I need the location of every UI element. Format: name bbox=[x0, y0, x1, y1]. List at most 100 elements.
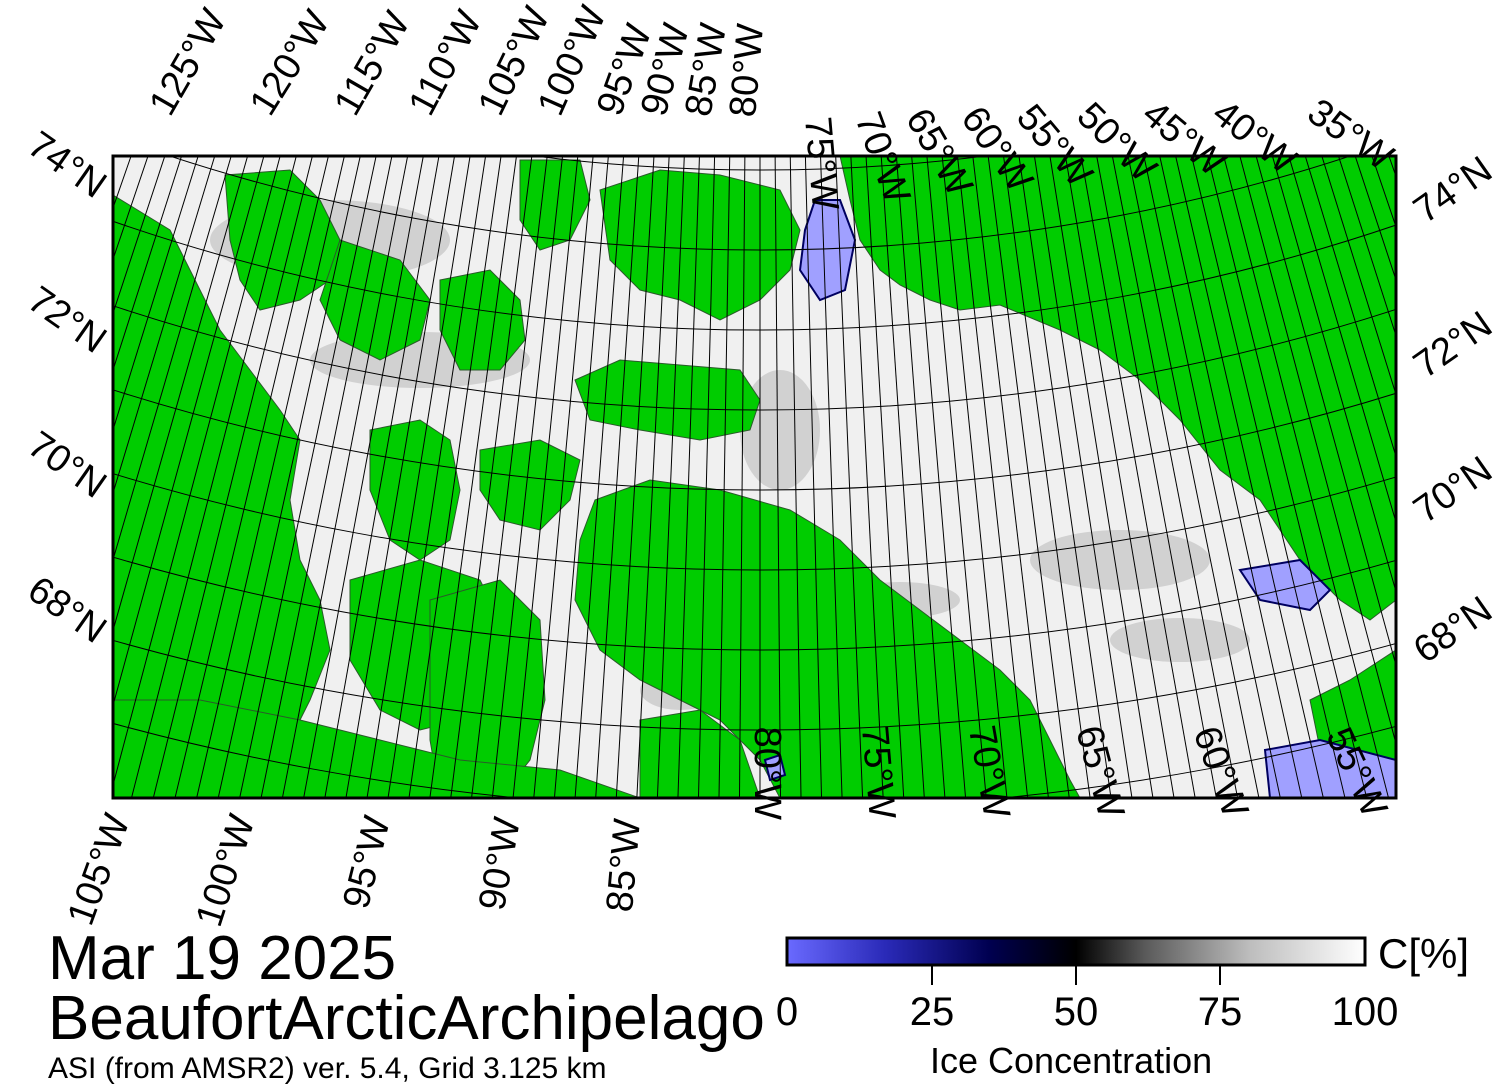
meridian-line bbox=[1064, 156, 1175, 798]
colorbar-tick-label: 50 bbox=[1053, 990, 1099, 1034]
meridian-line bbox=[0, 0, 30, 698]
colorbar-tick-label: 0 bbox=[775, 990, 799, 1034]
meridian-line bbox=[865, 156, 905, 798]
axis-tick-label: 100°W bbox=[188, 810, 263, 932]
colorbar-ticks bbox=[931, 965, 1221, 985]
axis-tick-label: 75°W bbox=[796, 115, 846, 212]
meridian-line bbox=[1003, 156, 1091, 798]
meridian-line bbox=[303, 156, 424, 798]
colorbar bbox=[785, 936, 1367, 967]
left-latitude-labels: 74°N 72°N 70°N 68°N bbox=[20, 124, 114, 652]
meridian-line bbox=[113, 156, 232, 562]
meridian-line bbox=[113, 156, 281, 787]
axis-tick-label: 85°W bbox=[599, 817, 649, 914]
boothia bbox=[479, 439, 581, 531]
colorbar-tick-label: 25 bbox=[909, 990, 955, 1034]
axis-tick-label: 80°W bbox=[722, 22, 772, 119]
meridian-line bbox=[1271, 156, 1396, 594]
prince-of-wales bbox=[439, 269, 526, 371]
meridian-line bbox=[789, 156, 802, 798]
meridian-line bbox=[1304, 156, 1396, 459]
meridian-line bbox=[880, 156, 925, 798]
meridian-line bbox=[1127, 156, 1260, 798]
meridian-line bbox=[987, 156, 1070, 798]
meridian-line bbox=[0, 0, 17, 688]
axis-tick-label: 105°W bbox=[60, 809, 139, 931]
axis-tick-label: 125°W bbox=[141, 2, 235, 122]
axis-tick-label: 74°N bbox=[1406, 149, 1500, 232]
axis-tick-label: 90°W bbox=[471, 814, 529, 913]
meridian-line bbox=[1096, 156, 1217, 798]
meridian-line bbox=[774, 156, 782, 798]
meridian-line bbox=[738, 156, 746, 798]
meridian-line bbox=[533, 156, 594, 798]
meridian-line bbox=[408, 156, 502, 798]
meridian-line bbox=[553, 156, 609, 798]
meridian-line bbox=[152, 156, 313, 798]
meridian-line bbox=[1175, 156, 1324, 798]
meridian-line bbox=[697, 156, 716, 798]
colorbar-tick-label: 100 bbox=[1331, 990, 1399, 1034]
meridian-line bbox=[926, 156, 987, 798]
meridian-line bbox=[941, 156, 1008, 798]
meridian-line bbox=[366, 156, 471, 798]
map-region: BeaufortArcticArchipelago bbox=[48, 984, 765, 1053]
axis-tick-label: 75°W bbox=[853, 724, 903, 821]
axis-tick-label: 74°N bbox=[20, 124, 114, 207]
meridian-line bbox=[718, 156, 731, 798]
axis-tick-label: 68°N bbox=[1406, 589, 1500, 672]
meridian-line bbox=[512, 156, 579, 798]
meridian-line bbox=[113, 156, 216, 495]
axis-tick-label: 95°W bbox=[335, 812, 398, 913]
meridian-line bbox=[1018, 156, 1112, 798]
meridian-line bbox=[1207, 156, 1368, 798]
meridian-line bbox=[956, 156, 1029, 798]
meridian-line bbox=[345, 156, 456, 798]
axis-tick-label: 80°W bbox=[746, 727, 788, 820]
meridian-line bbox=[615, 156, 655, 798]
meridian-line bbox=[1049, 156, 1154, 798]
meridian-line bbox=[174, 156, 329, 798]
meridian-line bbox=[1288, 156, 1396, 524]
meridian-line bbox=[260, 156, 393, 798]
meridian-line bbox=[1080, 156, 1196, 798]
colorbar-title: Ice Concentration bbox=[930, 1040, 1213, 1081]
meridian-line bbox=[1255, 156, 1396, 668]
meridian-line bbox=[281, 156, 409, 798]
meridian-line bbox=[196, 156, 345, 798]
data-source: ASI (from AMSR2) ver. 5.4, Grid 3.125 km bbox=[48, 1052, 607, 1085]
meridian-line bbox=[324, 156, 440, 798]
meridian-line bbox=[239, 156, 377, 798]
map-date: Mar 19 2025 bbox=[48, 924, 397, 993]
meridian-line bbox=[491, 156, 564, 798]
meridian-line bbox=[0, 0, 121, 759]
meridian-line bbox=[1490, 0, 1512, 698]
meridian-line bbox=[911, 156, 967, 798]
meridian-line bbox=[0, 0, 4, 679]
meridian-line bbox=[429, 156, 517, 798]
land bbox=[113, 156, 1396, 798]
meridian-line bbox=[113, 156, 265, 708]
meridian-line bbox=[1191, 156, 1346, 798]
meridian-line bbox=[113, 156, 249, 633]
meridian-line bbox=[895, 156, 946, 798]
axis-tick-label: 70°N bbox=[1406, 449, 1500, 532]
axis-tick-label: 72°N bbox=[1406, 304, 1500, 387]
meridian-line bbox=[387, 156, 487, 798]
map-frame bbox=[111, 154, 1398, 800]
meridian-line bbox=[113, 156, 199, 432]
greenland bbox=[839, 156, 1396, 621]
ellesmere-south bbox=[599, 169, 801, 321]
meridian-line bbox=[1033, 156, 1133, 798]
meridian-line bbox=[972, 156, 1049, 798]
axis-tick-label: 120°W bbox=[242, 3, 338, 122]
meridian-line bbox=[574, 156, 625, 798]
parallel-line bbox=[0, 0, 1512, 10]
axis-tick-label: 70°N bbox=[20, 424, 114, 507]
meridian-line bbox=[130, 156, 297, 798]
axis-tick-label: 68°N bbox=[20, 569, 114, 652]
meridian-line bbox=[1223, 156, 1390, 798]
meridian-line bbox=[804, 156, 823, 798]
meridian-line bbox=[1111, 156, 1239, 798]
